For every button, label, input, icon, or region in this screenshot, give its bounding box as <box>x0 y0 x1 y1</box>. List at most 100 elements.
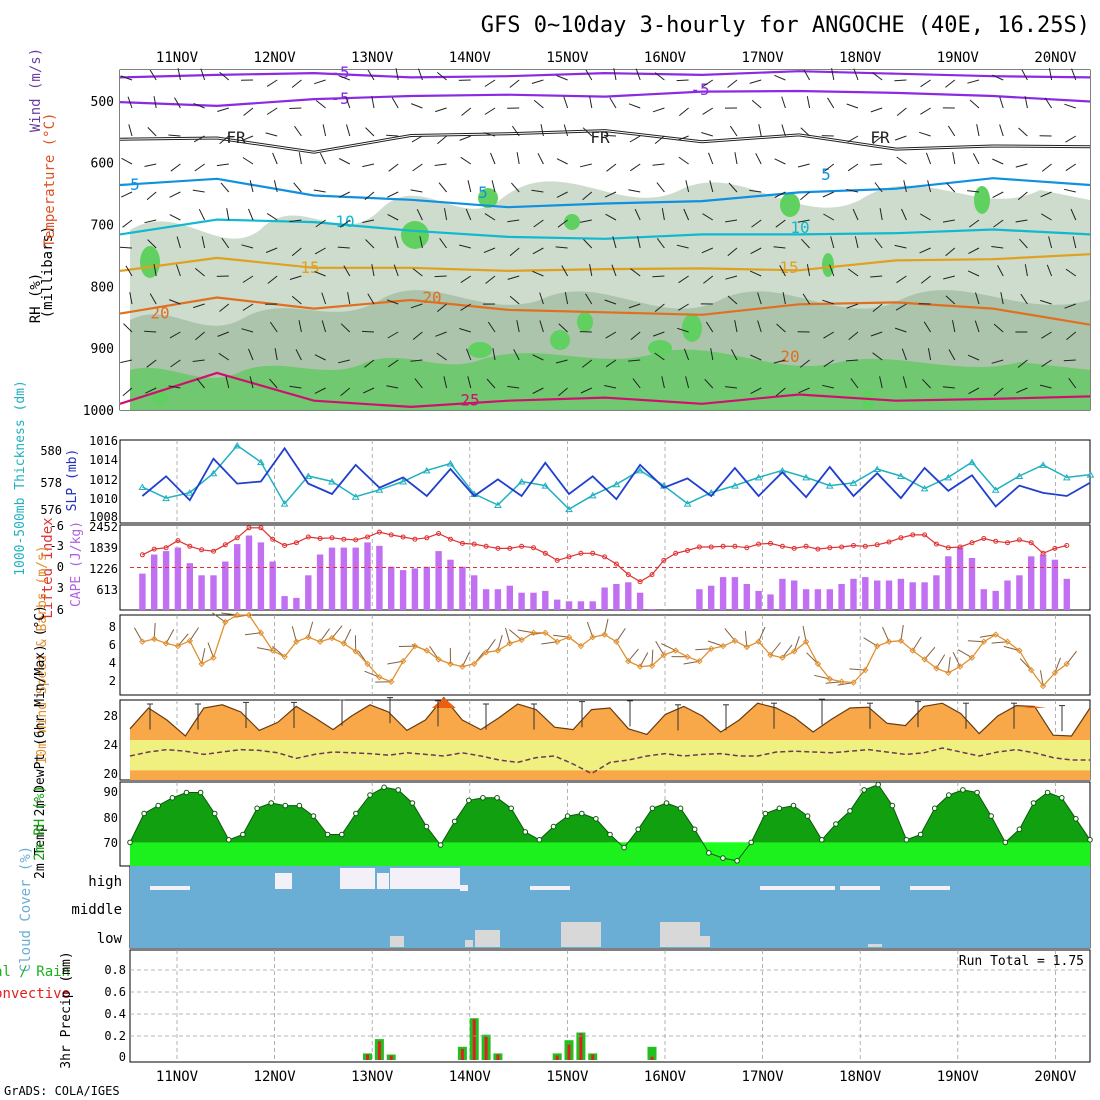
cloud-high-cell <box>530 886 570 890</box>
isotherm-15 <box>119 253 1091 273</box>
rh-marker <box>889 802 896 809</box>
wind-barb <box>248 208 254 221</box>
wind-barb <box>201 236 206 249</box>
pressure-tick: 500 <box>91 95 114 110</box>
li-marker <box>199 547 205 553</box>
cape-bar <box>909 582 916 610</box>
wind-barb <box>437 135 447 145</box>
li-marker <box>187 543 193 549</box>
wind-barb <box>676 79 689 82</box>
wind-barb <box>727 295 738 305</box>
cloud-level-label: high <box>88 874 122 890</box>
wind-barb <box>393 264 399 277</box>
li-marker <box>744 545 750 551</box>
wind-barb <box>848 268 859 277</box>
rh-cell <box>550 330 570 350</box>
wind-barb <box>652 107 665 113</box>
wind-barb <box>613 68 617 81</box>
wind-barb <box>879 208 883 221</box>
wind-barb <box>800 191 810 201</box>
wind-barb <box>298 152 302 165</box>
wind-barb <box>635 68 641 81</box>
wind-barb <box>589 264 593 277</box>
wind-barb <box>774 74 786 81</box>
precip-tick: 0.2 <box>104 1029 126 1043</box>
li-marker <box>305 534 311 540</box>
cape-bar <box>696 589 703 610</box>
li-marker <box>175 538 181 544</box>
wind-barb <box>730 349 738 361</box>
wind-barb <box>848 331 859 340</box>
li-marker <box>625 572 631 578</box>
li-marker <box>507 545 513 551</box>
precip-tick: 0.6 <box>104 985 126 999</box>
wind-barb <box>289 219 302 223</box>
wind-barb <box>972 153 980 165</box>
cape-bar <box>565 601 573 610</box>
wind-barb <box>634 208 641 221</box>
thickness-marker <box>1039 461 1047 468</box>
wind-barb <box>846 103 859 109</box>
pressure-tick: 900 <box>91 342 114 357</box>
wind10m-marker <box>873 642 881 650</box>
wind-barb <box>806 96 811 109</box>
wind-barb <box>798 387 810 394</box>
panel-frame-precip <box>129 949 1091 1063</box>
wind-barb <box>122 387 133 397</box>
wind-barb <box>412 163 423 172</box>
wind-barb <box>628 103 641 109</box>
rh-marker <box>367 792 373 798</box>
wind-barb <box>338 191 351 198</box>
wind10m-barb <box>924 646 936 660</box>
wind-barb <box>314 247 326 255</box>
rh-marker <box>494 795 500 801</box>
wind10m-marker <box>1004 638 1011 645</box>
thickness-marker <box>944 473 953 481</box>
wind10m-marker <box>459 663 466 670</box>
wind-barb <box>147 127 157 137</box>
cape-bar <box>316 554 324 610</box>
wind-barb <box>194 268 205 277</box>
wind10m-marker <box>293 638 300 645</box>
precip-panel: 0.8 0.6 0.4 0.2 0 <box>104 963 1090 1064</box>
rh-cell <box>478 188 498 208</box>
isotherm--5 <box>119 70 1091 79</box>
li-marker <box>637 579 643 585</box>
wind-barb <box>927 348 932 361</box>
wind10m-marker <box>684 653 691 661</box>
wind-barb <box>919 247 931 254</box>
wind-barb <box>532 354 544 361</box>
wind10m-barb <box>661 643 676 652</box>
wind-barb <box>749 79 762 84</box>
cape-bar <box>1051 559 1059 610</box>
wind-barb <box>847 163 859 172</box>
wind-barb <box>249 180 254 193</box>
wind-barb <box>266 107 278 115</box>
wind-barb <box>459 244 471 249</box>
wind-barb <box>144 219 157 224</box>
wind-barb <box>823 163 835 172</box>
wind-barb <box>853 68 859 81</box>
wind-barb <box>487 321 496 333</box>
thickness-marker <box>446 460 455 467</box>
wind-barb <box>923 321 932 333</box>
li-marker <box>412 536 418 542</box>
cloud-high-cell <box>870 886 880 890</box>
wind-barb <box>272 152 278 165</box>
wind-barb <box>701 247 713 254</box>
wind-barb <box>125 265 133 277</box>
li-marker <box>329 535 335 541</box>
isotherm-extra-label: 5 <box>821 165 831 184</box>
precip-conv-bar <box>496 1054 500 1060</box>
wind-barb <box>387 213 399 221</box>
cape-bar <box>945 556 952 610</box>
slp-line <box>141 446 1091 508</box>
wind-barb <box>347 292 351 305</box>
wind-barb <box>466 348 472 361</box>
wind-barb <box>395 68 399 81</box>
li-marker <box>483 543 489 549</box>
wind-barb <box>894 79 907 82</box>
date-tick-bottom: 13NOV <box>351 1069 394 1085</box>
wind-barb <box>579 219 592 223</box>
